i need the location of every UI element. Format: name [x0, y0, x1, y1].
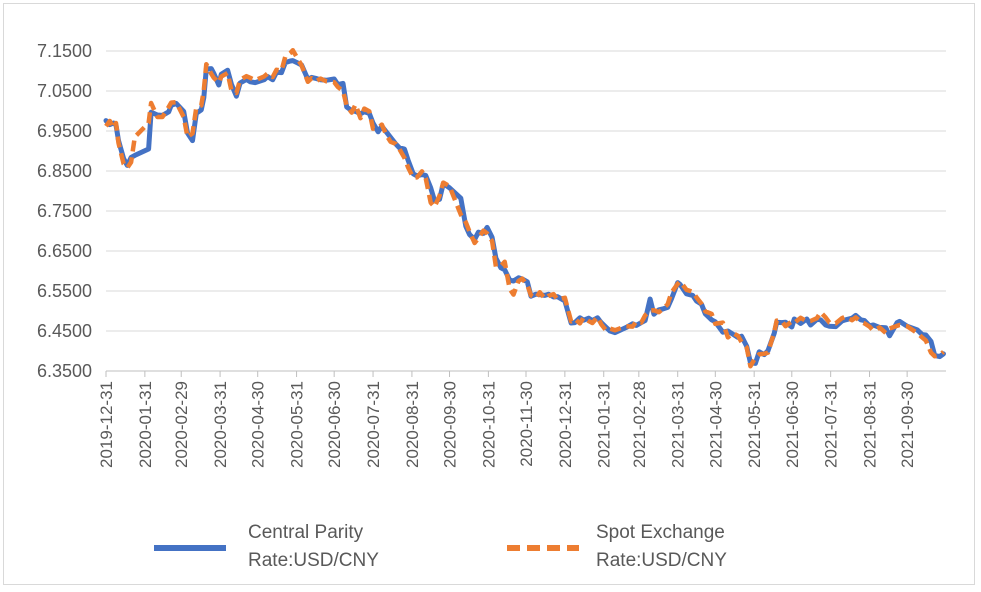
x-tick-label: 2019-12-31	[97, 381, 116, 468]
y-tick-label: 6.9500	[37, 121, 92, 141]
x-tick-label: 2020-09-30	[441, 381, 460, 468]
legend-label-spot-exchange-line1: Spot Exchange	[596, 522, 725, 543]
x-tick-label: 2020-04-30	[249, 381, 268, 468]
y-tick-label: 6.7500	[37, 201, 92, 221]
y-tick-label: 7.0500	[37, 81, 92, 101]
x-tick-label: 2020-01-31	[136, 381, 155, 468]
legend: Central Parity Rate:USD/CNY Spot Exchang…	[154, 522, 727, 571]
x-tick-label: 2021-04-30	[706, 381, 725, 468]
legend-label-spot-exchange-line2: Rate:USD/CNY	[596, 550, 727, 571]
y-tick-label: 7.1500	[37, 41, 92, 61]
series-lines	[103, 47, 946, 369]
x-tick-label: 2021-05-31	[745, 381, 764, 468]
x-tick-label: 2020-07-31	[364, 381, 383, 468]
x-tick-label: 2021-07-31	[822, 381, 841, 468]
x-tick-label: 2021-08-31	[861, 381, 880, 468]
x-tick-label: 2021-01-31	[595, 381, 614, 468]
chart-frame: 7.1500 7.0500 6.9500 6.8500 6.7500 6.6500 6.55…	[3, 3, 975, 585]
y-axis-ticks: 7.1500 7.0500 6.9500 6.8500 6.7500 6.6500 6.55…	[37, 41, 92, 381]
series-line-spot-exchange	[104, 47, 945, 369]
x-tick-label: 2020-12-31	[556, 381, 575, 468]
x-tick-label: 2020-10-31	[479, 381, 498, 468]
x-tick-label: 2020-11-30	[517, 381, 536, 467]
x-tick-label: 2021-02-28	[630, 381, 649, 468]
x-tick-label: 2020-03-31	[211, 381, 230, 468]
x-tick-label: 2021-06-30	[783, 381, 802, 468]
x-tick-label: 2020-06-30	[325, 381, 344, 468]
x-tick-label: 2021-03-31	[669, 381, 688, 468]
x-axis-ticks: 2019-12-31 2020-01-31 2020-02-29 2020-03-31…	[97, 371, 917, 468]
y-tick-label: 6.3500	[37, 361, 92, 381]
exchange-rate-line-chart: 7.1500 7.0500 6.9500 6.8500 6.7500 6.6500 6.55…	[37, 41, 946, 571]
y-tick-label: 6.8500	[37, 161, 92, 181]
legend-label-central-parity-line1: Central Parity	[248, 522, 364, 543]
x-tick-label: 2021-09-30	[898, 381, 917, 468]
legend-label-central-parity-line2: Rate:USD/CNY	[248, 550, 379, 571]
gridlines	[106, 50, 946, 372]
x-tick-label: 2020-05-31	[288, 381, 307, 468]
y-tick-label: 6.4500	[37, 321, 92, 341]
y-tick-label: 6.6500	[37, 241, 92, 261]
x-tick-label: 2020-02-29	[172, 381, 191, 468]
y-tick-label: 6.5500	[37, 281, 92, 301]
x-tick-label: 2020-08-31	[403, 381, 422, 468]
